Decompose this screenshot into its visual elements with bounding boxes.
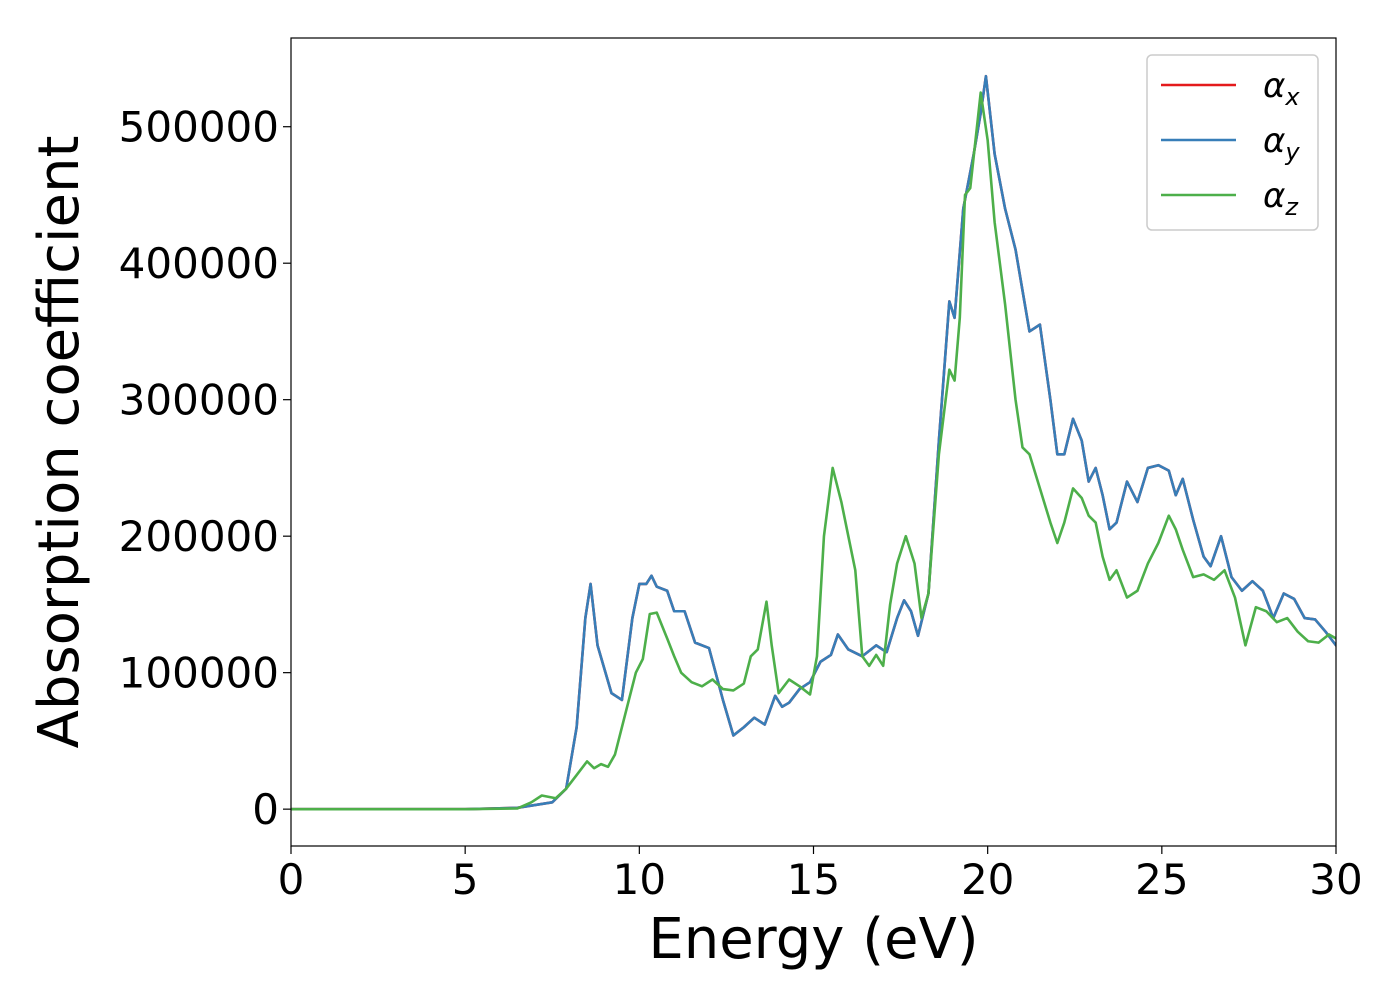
y-tick-label: 0 bbox=[252, 785, 279, 834]
legend-label-y: αy bbox=[1263, 121, 1300, 166]
legend-subscript: x bbox=[1284, 83, 1300, 111]
legend-subscript: y bbox=[1284, 138, 1300, 166]
legend-box bbox=[1146, 54, 1319, 231]
y-tick-label: 100000 bbox=[119, 649, 279, 698]
series-line-y bbox=[291, 74, 1336, 811]
x-tick-label: 20 bbox=[961, 855, 1014, 904]
y-tick-label: 500000 bbox=[119, 103, 279, 152]
y-axis-ticks: 0 100000 200000 300000 400000 500000 bbox=[119, 103, 291, 834]
x-tick-label: 10 bbox=[613, 855, 666, 904]
y-tick-label: 300000 bbox=[119, 376, 279, 425]
legend-subscript: z bbox=[1284, 193, 1299, 221]
x-tick-label: 30 bbox=[1309, 855, 1362, 904]
y-axis-label: Absorption coefficient bbox=[27, 136, 92, 749]
x-tick-label: 5 bbox=[452, 855, 479, 904]
y-tick-label: 200000 bbox=[119, 512, 279, 561]
y-tick-label: 400000 bbox=[119, 239, 279, 288]
series-layer bbox=[291, 74, 1336, 811]
legend-label-x: αx bbox=[1263, 66, 1300, 111]
x-tick-label: 25 bbox=[1135, 855, 1188, 904]
legend-label-z: αz bbox=[1263, 176, 1299, 221]
x-tick-label: 0 bbox=[278, 855, 305, 904]
x-axis-ticks: 0 5 10 15 20 25 30 bbox=[278, 846, 1363, 904]
legend-symbol: α bbox=[1263, 121, 1285, 161]
x-tick-label: 15 bbox=[787, 855, 840, 904]
series-line-z bbox=[291, 91, 1336, 811]
legend-symbol: α bbox=[1263, 176, 1285, 216]
legend-symbol: α bbox=[1263, 66, 1285, 106]
x-axis-label: Energy (eV) bbox=[648, 907, 978, 972]
plot-frame bbox=[290, 37, 1337, 847]
